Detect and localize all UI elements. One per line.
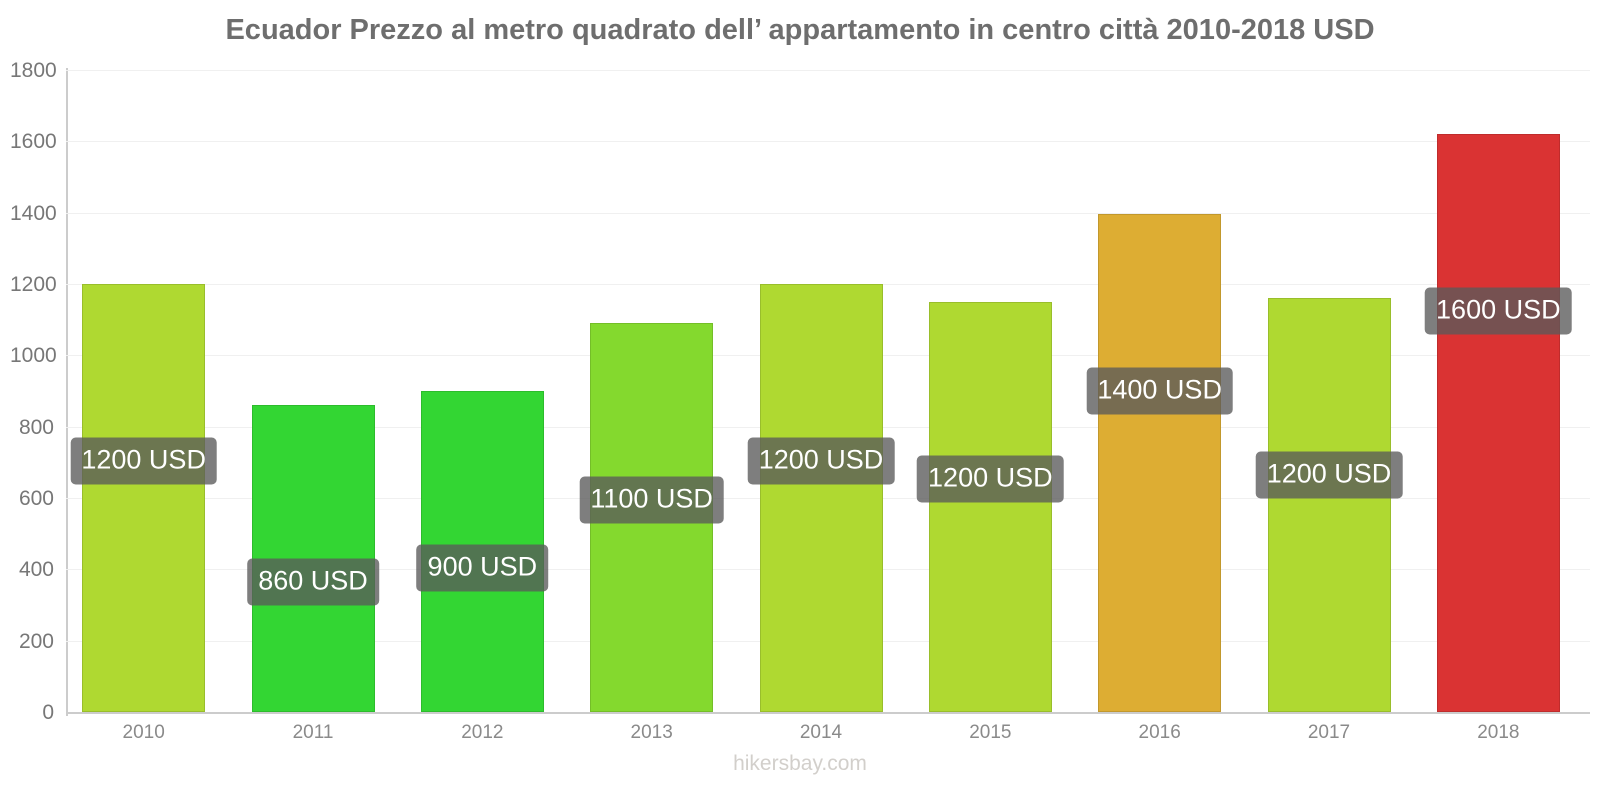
bar-2010[interactable] <box>82 284 206 712</box>
gridline-1400 <box>66 212 1590 214</box>
y-axis-line <box>66 68 68 716</box>
bar-2011[interactable] <box>251 405 375 712</box>
chart-title: Ecuador Prezzo al metro quadrato dell’ a… <box>225 14 1375 46</box>
bar-2014[interactable] <box>759 284 883 712</box>
value-label-2010: 1200 USD <box>70 437 217 485</box>
y-tick-label-600: 600 <box>18 487 54 510</box>
y-tick-label-0: 0 <box>42 701 54 724</box>
y-tick-label-1000: 1000 <box>10 344 57 368</box>
value-label-2011: 860 USD <box>247 558 379 606</box>
y-tick-label-400: 400 <box>18 558 54 582</box>
bar-2017[interactable] <box>1267 298 1391 712</box>
bar-2018[interactable] <box>1436 134 1560 712</box>
x-tick-label-2014: 2014 <box>799 722 843 743</box>
value-label-2013: 1100 USD <box>579 476 724 524</box>
y-tick-label-1800: 1800 <box>10 59 57 82</box>
x-tick-label-2018: 2018 <box>1477 722 1520 743</box>
value-label-2015: 1200 USD <box>917 455 1064 503</box>
y-tick-label-1600: 1600 <box>10 130 57 154</box>
x-tick-label-2011: 2011 <box>292 722 334 743</box>
y-tick-label-1200: 1200 <box>10 273 57 296</box>
value-label-2016: 1400 USD <box>1086 367 1233 415</box>
x-tick-label-2012: 2012 <box>461 722 504 743</box>
value-label-2012: 900 USD <box>416 544 549 592</box>
plot-area <box>66 70 1590 714</box>
x-tick-label-2013: 2013 <box>630 722 673 743</box>
gridline-1600 <box>66 141 1590 143</box>
value-label-2014: 1200 USD <box>747 437 895 485</box>
x-tick-label-2017: 2017 <box>1307 722 1351 743</box>
y-tick-label-800: 800 <box>18 415 54 439</box>
x-tick-label-2010: 2010 <box>122 722 165 743</box>
bar-2015[interactable] <box>928 301 1052 712</box>
x-tick-label-2016: 2016 <box>1138 722 1181 743</box>
x-tick-label-2015: 2015 <box>969 722 1012 743</box>
footer-credit: hikersbay.com <box>733 752 867 775</box>
bar-2016[interactable] <box>1098 214 1222 712</box>
y-tick-label-200: 200 <box>18 629 54 653</box>
gridline-1800 <box>66 70 1590 71</box>
y-tick-label-1400: 1400 <box>10 201 57 225</box>
value-label-2017: 1200 USD <box>1255 451 1403 499</box>
value-label-2018: 1600 USD <box>1425 287 1572 335</box>
gridline-0 <box>66 712 1590 714</box>
